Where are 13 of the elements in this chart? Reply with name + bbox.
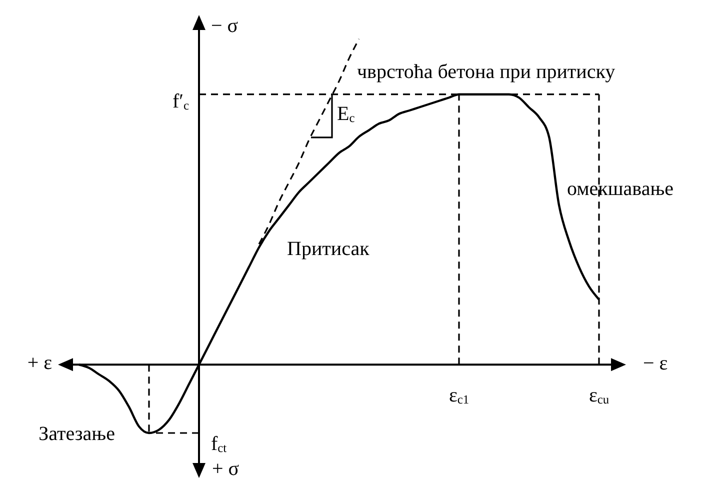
- x-tick-label: ε$_{c1}$: [448, 384, 470, 407]
- ref-line-label: f$_{ct}$: [211, 432, 228, 456]
- x-axis-title: − ε: [643, 352, 668, 374]
- text: + ε: [27, 352, 52, 374]
- annotation: E$_{c}$: [337, 102, 356, 126]
- annotation: чврстоћа бетона при притиску: [357, 60, 616, 83]
- annotation: омекшавање: [567, 178, 674, 200]
- ref-line-label: f′$_{c}$: [172, 90, 190, 112]
- x-tick-label: ε$_{cu}$: [588, 384, 610, 407]
- annotation: Притисак: [287, 238, 370, 260]
- y-axis-title: − σ: [211, 14, 238, 37]
- text: + σ: [212, 458, 240, 480]
- annotation: Затезање: [38, 422, 116, 445]
